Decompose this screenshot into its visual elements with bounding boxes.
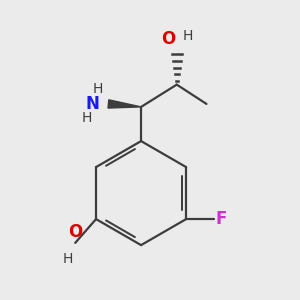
Text: H: H [63, 252, 73, 266]
Text: O: O [161, 30, 175, 48]
Text: O: O [68, 224, 83, 242]
Text: H: H [183, 29, 193, 43]
Text: F: F [216, 210, 227, 228]
Text: H: H [93, 82, 103, 96]
Text: H: H [82, 111, 92, 125]
Text: N: N [85, 95, 100, 113]
Polygon shape [108, 100, 141, 108]
